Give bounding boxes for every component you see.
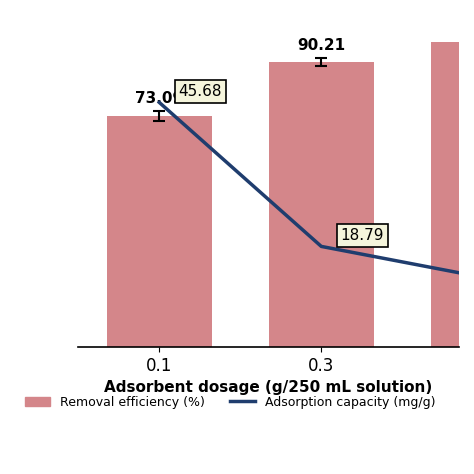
Bar: [431, 42, 474, 347]
Text: 18.79: 18.79: [341, 228, 384, 243]
Text: 90.21: 90.21: [297, 38, 346, 53]
Bar: [269, 62, 374, 347]
Legend: Removal efficiency (%), Adsorption capacity (mg/g): Removal efficiency (%), Adsorption capac…: [20, 391, 441, 414]
Text: 73.09: 73.09: [135, 91, 183, 107]
Text: 45.68: 45.68: [179, 84, 222, 99]
Bar: [107, 116, 212, 347]
X-axis label: Adsorbent dosage (g/250 mL solution): Adsorbent dosage (g/250 mL solution): [104, 380, 433, 395]
